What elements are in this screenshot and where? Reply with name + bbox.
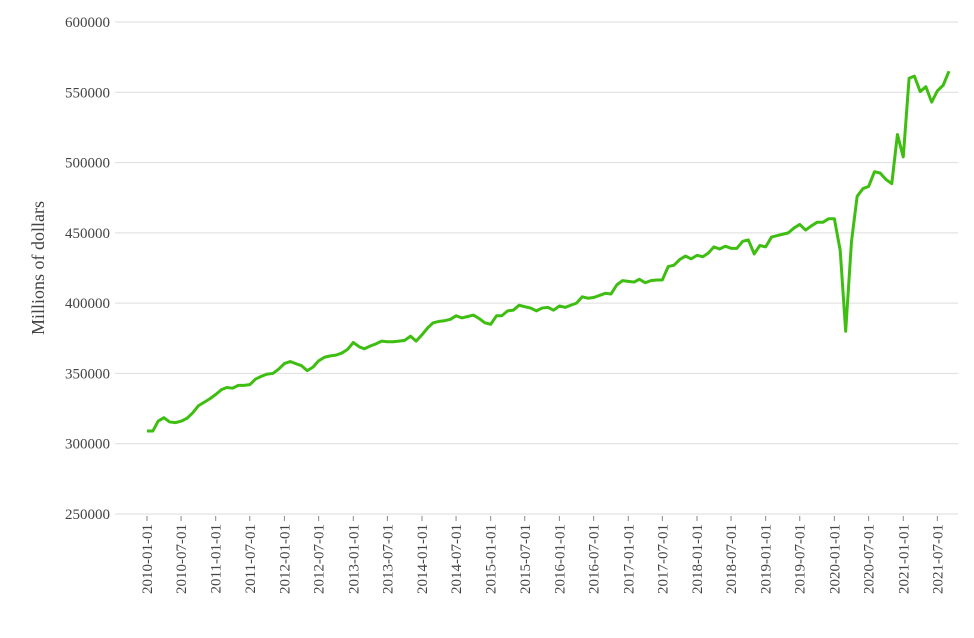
x-tick-label: 2020-07-01 <box>862 524 878 594</box>
y-tick-label: 450000 <box>65 226 110 242</box>
y-tick-label: 400000 <box>65 296 110 312</box>
y-tick-label: 600000 <box>65 15 110 31</box>
x-tick-label: 2015-07-01 <box>518 524 534 594</box>
y-tick-label: 550000 <box>65 85 110 101</box>
x-tick-label: 2013-01-01 <box>346 524 362 594</box>
x-tick-label: 2018-07-01 <box>724 524 740 594</box>
y-tick-label: 250000 <box>65 507 110 523</box>
x-tick-label: 2014-01-01 <box>415 524 431 594</box>
x-tick-label: 2010-07-01 <box>174 524 190 594</box>
x-tick-label: 2016-01-01 <box>552 524 568 594</box>
x-tick-label: 2012-01-01 <box>277 524 293 594</box>
x-tick-label: 2019-01-01 <box>759 524 775 594</box>
y-tick-label: 300000 <box>65 437 110 453</box>
x-tick-label: 2017-01-01 <box>621 524 637 594</box>
y-tick-label: 500000 <box>65 156 110 172</box>
x-tick-label: 2020-01-01 <box>827 524 843 594</box>
x-tick-label: 2011-07-01 <box>243 524 259 593</box>
y-tick-label: 350000 <box>65 366 110 382</box>
line <box>147 70 951 433</box>
x-tick-label: 2012-07-01 <box>312 524 328 594</box>
x-tick-label: 2013-07-01 <box>380 524 396 594</box>
x-tick-label: 2015-01-01 <box>484 524 500 594</box>
x-tick-label: 2018-01-01 <box>690 524 706 594</box>
x-tick-label: 2010-01-01 <box>140 524 156 594</box>
x-tick-label: 2019-07-01 <box>793 524 809 594</box>
x-tick-label: 2014-07-01 <box>449 524 465 594</box>
x-tick-label: 2017-07-01 <box>655 524 671 594</box>
x-tick-label: 2011-01-01 <box>209 524 225 593</box>
x-tick-label: 2021-01-01 <box>896 524 912 594</box>
y-axis-label: Millions of dollars <box>28 201 48 335</box>
x-tick-label: 2016-07-01 <box>587 524 603 594</box>
x-tick-label: 2021-07-01 <box>930 524 946 594</box>
